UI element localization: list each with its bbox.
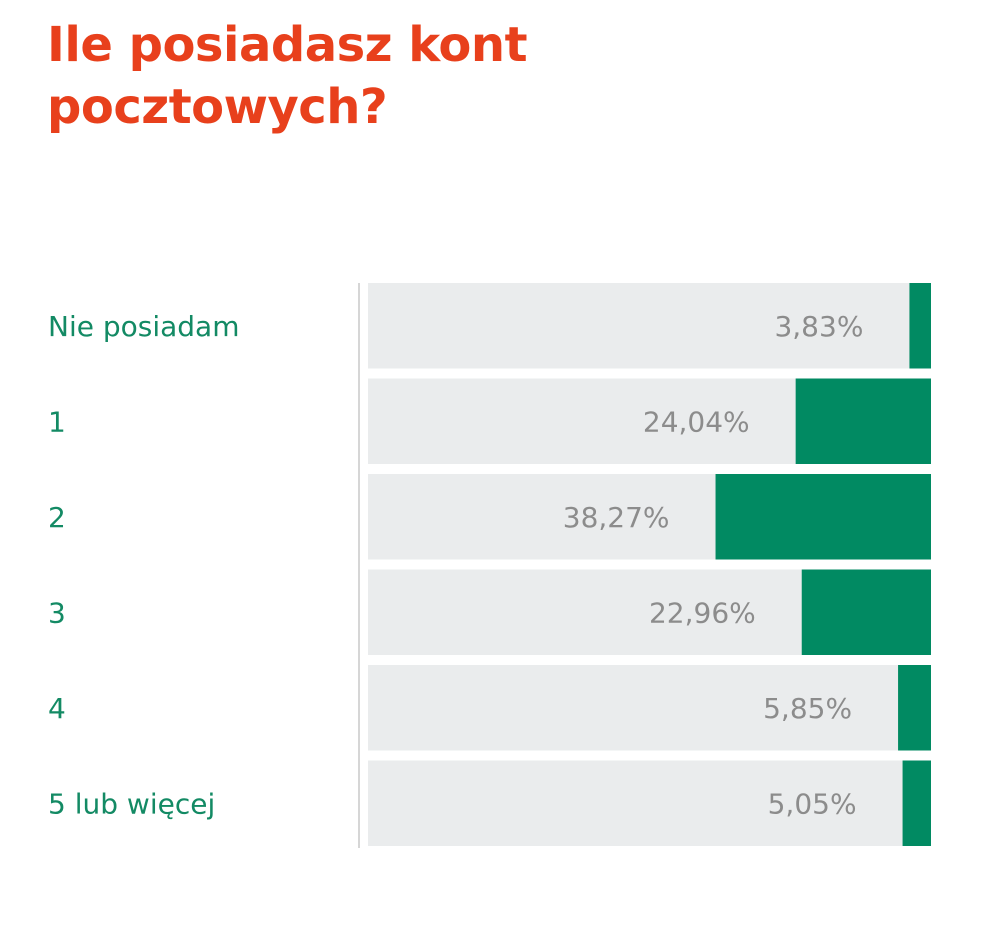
bar-track [368, 283, 931, 369]
bar-row: 3 22,96% [48, 569, 931, 655]
category-label: 1 [48, 405, 66, 438]
bar-row: 1 24,04% [48, 378, 931, 464]
bar [801, 569, 931, 655]
value-label: 3,83% [774, 310, 863, 343]
bar [898, 665, 931, 751]
bar [902, 760, 931, 846]
bar-row: 5 lub więcej 5,05% [48, 760, 931, 846]
bar [715, 474, 931, 560]
bar-track [368, 665, 931, 751]
bar-track [368, 760, 931, 846]
bar [909, 283, 931, 369]
chart-title: Ile posiadasz kont pocztowych? [47, 17, 528, 135]
value-label: 22,96% [649, 596, 756, 629]
category-label: 4 [48, 692, 66, 725]
bar-row: Nie posiadam 3,83% [48, 283, 931, 369]
category-label: Nie posiadam [48, 310, 240, 343]
value-label: 24,04% [643, 405, 750, 438]
category-label: 5 lub więcej [48, 787, 215, 820]
value-label: 38,27% [563, 501, 670, 534]
value-label: 5,05% [768, 787, 857, 820]
bar-row: 4 5,85% [48, 665, 931, 751]
bar [795, 378, 931, 464]
value-label: 5,85% [763, 692, 852, 725]
category-label: 3 [48, 596, 66, 629]
bar-row: 2 38,27% [48, 474, 931, 560]
category-label: 2 [48, 501, 66, 534]
